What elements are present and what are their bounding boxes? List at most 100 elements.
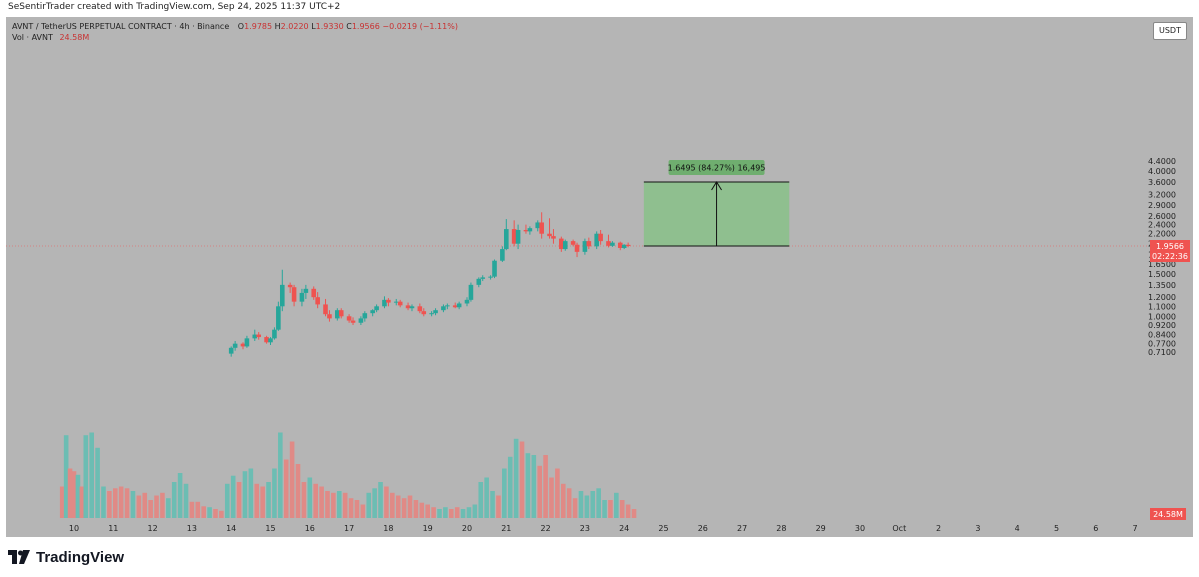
volume-bar <box>160 492 165 518</box>
candle-body <box>468 284 474 300</box>
price-tick-label: 2.6000 <box>1148 212 1176 221</box>
price-tick-label: 0.7100 <box>1148 348 1176 357</box>
volume-value: 24.58M <box>59 33 90 42</box>
time-tick-label: 21 <box>501 524 511 533</box>
candle-body <box>252 334 258 339</box>
volume-bar <box>496 495 501 518</box>
close-value: 1.9566 <box>351 22 380 31</box>
volume-bar <box>608 500 613 518</box>
volume-bar <box>437 509 442 518</box>
chart-area[interactable] <box>6 17 1193 537</box>
candle <box>515 224 521 250</box>
open-label: O <box>237 22 245 31</box>
candle <box>409 304 415 312</box>
volume-bar <box>278 432 283 518</box>
candle-body <box>523 229 529 232</box>
symbol-header: AVNT / TetherUS PERPETUAL CONTRACT · 4h … <box>12 22 458 31</box>
candle <box>264 335 269 344</box>
time-tick-label: 22 <box>541 524 551 533</box>
candle <box>594 231 599 250</box>
candle-body <box>291 287 297 302</box>
price-tick-label: 1.0000 <box>1148 312 1176 321</box>
volume-bar <box>224 483 230 518</box>
volume-bar <box>460 509 466 518</box>
volume-bar <box>525 453 531 518</box>
candle-body <box>445 305 450 307</box>
volume-bar <box>384 486 389 518</box>
volume-bar <box>79 486 85 518</box>
candle-body <box>617 242 623 248</box>
tradingview-logo[interactable]: TradingView <box>8 547 124 567</box>
time-tick-label: 6 <box>1093 524 1098 533</box>
candle <box>276 301 281 331</box>
logo-text: TradingView <box>36 548 125 566</box>
volume-bar <box>189 501 195 518</box>
volume-bar <box>531 455 537 518</box>
volume-bar <box>254 483 260 518</box>
volume-bar <box>413 500 419 518</box>
candle <box>323 298 328 317</box>
candle <box>527 226 533 235</box>
volume-bar <box>148 500 153 518</box>
volume-bar <box>401 498 407 518</box>
candle-body <box>429 313 434 315</box>
candle-body <box>397 301 403 306</box>
candle <box>468 282 474 302</box>
time-tick-label: 20 <box>462 524 472 533</box>
candle <box>598 229 603 245</box>
candle <box>456 301 462 310</box>
volume-bar <box>395 495 401 518</box>
volume-bar <box>543 455 548 518</box>
credit-text: SeSentirTrader created with TradingView.… <box>8 2 341 12</box>
currency-button[interactable]: USDT <box>1153 22 1187 40</box>
candle <box>338 308 344 319</box>
candle-body <box>547 233 552 237</box>
candle-body <box>582 241 588 252</box>
candles <box>228 212 631 357</box>
volume-bar <box>101 486 106 518</box>
candle <box>346 314 352 323</box>
countdown-text: 02:22:36 <box>1152 252 1188 261</box>
volume-bar <box>602 500 607 518</box>
volume-bar <box>295 464 301 518</box>
candle <box>433 308 438 316</box>
time-tick-label: 25 <box>658 524 668 533</box>
price-tick-label: 2.2000 <box>1148 230 1176 239</box>
volume-bar <box>614 492 619 518</box>
candle <box>272 327 277 340</box>
candle-body <box>256 334 262 338</box>
volume-bar <box>130 491 136 518</box>
candle-body <box>515 229 521 244</box>
volume-bar <box>236 482 242 518</box>
time-tick-label: 17 <box>344 524 354 533</box>
time-axis: 10 11 12 13 14 15 16 17 18 19 20 21 22 23 24 25 26 27 28 29… <box>69 524 1138 533</box>
candle <box>244 335 250 348</box>
candle-body <box>539 222 544 234</box>
candle-body <box>409 306 415 309</box>
candle-body <box>358 318 364 323</box>
candle <box>374 304 379 313</box>
candle-body <box>264 337 269 343</box>
candle-body <box>382 299 387 307</box>
volume-bar <box>443 507 448 518</box>
candle-body <box>338 310 344 317</box>
candle-body <box>480 277 486 279</box>
candle <box>452 302 458 309</box>
price-tick-label: 0.9200 <box>1148 321 1176 330</box>
volume-bar <box>171 482 177 518</box>
candle <box>362 311 368 322</box>
volume-header: Vol · AVNT 24.58M <box>12 33 89 42</box>
candle-body <box>346 316 352 321</box>
candle <box>559 236 564 252</box>
candle <box>311 286 317 300</box>
volume-bar <box>625 504 631 518</box>
candle-body <box>228 347 234 354</box>
candle-body <box>311 288 317 298</box>
candle <box>417 303 423 314</box>
time-tick-label: 7 <box>1133 524 1138 533</box>
candle-body <box>606 241 611 246</box>
candle-body <box>335 310 340 319</box>
candle <box>386 298 391 307</box>
candle-body <box>405 305 411 309</box>
candle <box>586 237 592 250</box>
